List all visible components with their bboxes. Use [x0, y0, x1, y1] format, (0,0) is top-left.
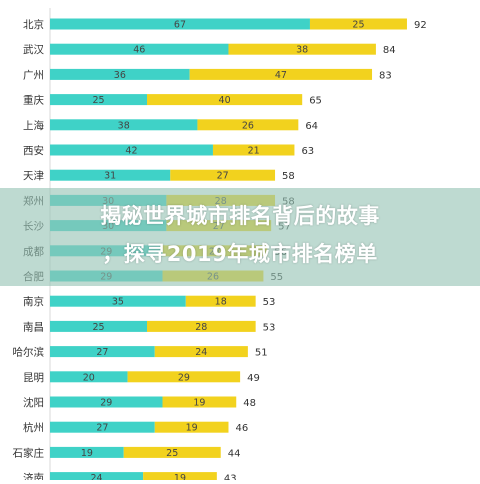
bar-segment-value-label: 25: [92, 95, 104, 106]
bar-segment-1: [50, 94, 147, 106]
bar-segment-value-label: 29: [178, 372, 190, 383]
bar-segment-value-label: 25: [92, 322, 104, 333]
category-label: 南京: [23, 295, 44, 308]
bar-total-label: 65: [309, 96, 322, 107]
bar-segment-value-label: 36: [114, 70, 126, 81]
bar-segment-1: [50, 144, 213, 156]
bar-segment-value-label: 19: [193, 398, 205, 409]
bar-segment-1: [50, 346, 155, 358]
bar-segment-value-label: 24: [91, 473, 103, 480]
bar-segment-2: [154, 346, 248, 358]
bar-segment-1: [50, 119, 198, 131]
bar-segment-value-label: 19: [174, 473, 186, 480]
bar-segment-value-label: 19: [186, 423, 198, 434]
bar-segment-1: [50, 371, 128, 383]
category-label: 重庆: [23, 94, 44, 107]
bar-segment-value-label: 19: [81, 448, 93, 459]
bar-segment-1: [50, 446, 124, 458]
overlay-title-line-1: 揭秘世界城市排名背后的故事: [100, 204, 380, 228]
bar-segment-2: [212, 144, 295, 156]
bar-segment-1: [50, 43, 229, 55]
bar-segment-value-label: 38: [296, 45, 308, 56]
category-label: 天津: [23, 170, 44, 182]
bar-total-label: 53: [263, 322, 276, 333]
bar-segment-2: [170, 169, 276, 181]
bar-total-label: 53: [263, 297, 276, 308]
bar-segment-1: [50, 396, 163, 408]
bar-total-label: 48: [243, 398, 256, 409]
bar-segment-value-label: 27: [96, 347, 108, 358]
bar-total-label: 44: [228, 448, 241, 459]
bar-segment-2: [228, 43, 376, 55]
bar-segment-value-label: 28: [195, 322, 207, 333]
bar-segment-value-label: 27: [217, 171, 229, 182]
bar-total-label: 58: [282, 171, 295, 182]
bar-segment-2: [147, 320, 256, 332]
category-label: 北京: [23, 18, 44, 31]
bar-segment-2: [185, 295, 256, 307]
bar-segment-value-label: 26: [242, 120, 254, 131]
bar-segment-2: [154, 421, 229, 433]
bar-segment-2: [197, 119, 299, 131]
bar-segment-value-label: 29: [100, 398, 112, 409]
title-overlay-banner: 揭秘世界城市排名背后的故事 ，探寻2019年城市排名榜单: [0, 188, 480, 286]
bar-total-label: 83: [379, 70, 392, 81]
bar-segment-value-label: 42: [125, 146, 137, 157]
bar-total-label: 63: [301, 146, 314, 157]
bar-segment-value-label: 67: [174, 20, 186, 31]
bar-segment-2: [127, 371, 241, 383]
bar-total-label: 43: [224, 474, 237, 480]
bar-segment-1: [50, 295, 186, 307]
bar-segment-value-label: 21: [248, 146, 260, 157]
bar-total-label: 64: [305, 121, 318, 132]
category-label: 沈阳: [23, 396, 44, 409]
bar-segment-value-label: 47: [275, 70, 287, 81]
category-label: 西安: [23, 144, 44, 157]
bar-segment-value-label: 25: [166, 448, 178, 459]
bar-segment-value-label: 38: [118, 120, 130, 131]
bar-segment-2: [147, 94, 303, 106]
bar-total-label: 92: [414, 20, 427, 31]
category-label: 上海: [23, 119, 44, 132]
category-label: 济南: [23, 472, 44, 480]
bar-segment-value-label: 31: [104, 171, 116, 182]
bar-segment-value-label: 18: [215, 297, 227, 308]
bar-segment-2: [162, 396, 237, 408]
bar-segment-1: [50, 472, 144, 484]
bar-segment-1: [50, 320, 147, 332]
bar-segment-2: [189, 68, 373, 80]
bar-segment-value-label: 20: [83, 372, 95, 383]
bar-total-label: 84: [383, 45, 396, 56]
category-label: 哈尔滨: [13, 346, 45, 359]
bar-total-label: 51: [255, 348, 268, 359]
bar-segment-1: [50, 169, 171, 181]
bar-segment-2: [143, 472, 217, 484]
bar-segment-2: [309, 18, 407, 30]
overlay-title-line-2: ，探寻2019年城市排名榜单: [102, 242, 378, 266]
bar-segment-value-label: 46: [133, 45, 145, 56]
category-label: 昆明: [23, 372, 44, 384]
category-label: 广州: [23, 69, 44, 81]
bar-segment-value-label: 24: [195, 347, 207, 358]
category-label: 石家庄: [13, 446, 45, 459]
bar-segment-1: [50, 68, 190, 80]
category-label: 武汉: [23, 43, 44, 56]
bar-segment-1: [50, 18, 310, 30]
bar-segment-2: [123, 446, 221, 458]
bar-segment-1: [50, 421, 155, 433]
bar-segment-value-label: 40: [219, 95, 231, 106]
category-label: 南昌: [23, 320, 44, 333]
bar-total-label: 46: [235, 423, 248, 434]
category-label: 杭州: [23, 421, 44, 434]
bar-total-label: 49: [247, 373, 260, 384]
bar-segment-value-label: 25: [352, 20, 364, 31]
bar-segment-value-label: 35: [112, 297, 124, 308]
bar-segment-value-label: 27: [96, 423, 108, 434]
